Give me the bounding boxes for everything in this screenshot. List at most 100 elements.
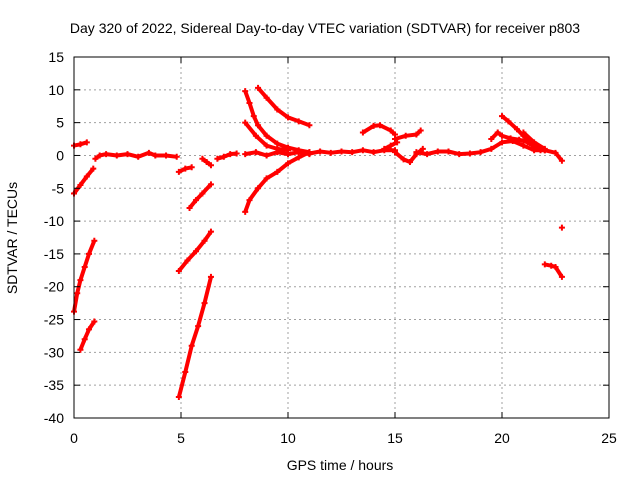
data-point bbox=[387, 127, 394, 134]
y-tick-label: -10 bbox=[44, 213, 64, 229]
y-tick-label: 10 bbox=[48, 82, 64, 98]
data-point bbox=[317, 148, 324, 155]
data-point bbox=[227, 151, 234, 158]
data-point bbox=[192, 248, 199, 255]
data-point bbox=[103, 151, 110, 158]
data-point bbox=[488, 145, 495, 152]
data-point bbox=[186, 204, 193, 211]
data-point bbox=[85, 250, 92, 257]
data-point bbox=[513, 126, 520, 133]
y-tick-labels: -40 -35 -30 -25 -20 -15 -10 -5 0 5 10 15 bbox=[44, 49, 64, 426]
data-point bbox=[434, 148, 441, 155]
data-trace bbox=[72, 240, 97, 313]
data-point bbox=[182, 165, 189, 172]
x-tick-label: 20 bbox=[494, 430, 510, 446]
data-point bbox=[242, 208, 249, 215]
y-axis-label: SDTVAR / TECUs bbox=[4, 182, 20, 294]
data-point bbox=[263, 175, 270, 182]
series-trace-19 bbox=[392, 127, 424, 143]
data-point bbox=[558, 273, 565, 280]
data-point bbox=[392, 136, 398, 143]
data-point bbox=[417, 127, 424, 134]
data-point bbox=[558, 224, 565, 231]
data-point bbox=[83, 173, 90, 180]
data-trace bbox=[243, 150, 311, 213]
data-point bbox=[381, 145, 388, 152]
data-point bbox=[406, 159, 413, 166]
x-axis-label: GPS time / hours bbox=[287, 457, 394, 473]
y-tick-label: -20 bbox=[44, 279, 64, 295]
data-point bbox=[263, 132, 270, 139]
series-trace-27 bbox=[558, 224, 565, 231]
data-trace bbox=[72, 167, 95, 195]
data-point bbox=[135, 153, 142, 160]
data-point bbox=[92, 155, 99, 162]
data-point bbox=[419, 145, 426, 152]
data-point bbox=[445, 148, 452, 155]
y-tick-label: -40 bbox=[44, 410, 64, 426]
data-point bbox=[263, 152, 270, 159]
data-point bbox=[466, 150, 473, 157]
series-trace-3 bbox=[71, 237, 98, 315]
data-point bbox=[207, 181, 214, 188]
data-point bbox=[377, 122, 384, 129]
data-point bbox=[255, 122, 262, 129]
data-point bbox=[558, 157, 565, 164]
series-trace-2 bbox=[71, 165, 97, 197]
y-tick-label: 15 bbox=[48, 49, 64, 65]
data-trace bbox=[256, 86, 311, 128]
data-point bbox=[242, 119, 249, 126]
data-point bbox=[541, 145, 548, 152]
data-point bbox=[91, 318, 98, 325]
data-point bbox=[184, 257, 191, 264]
x-tick-label: 10 bbox=[280, 430, 296, 446]
data-point bbox=[201, 237, 208, 244]
data-point bbox=[175, 267, 182, 274]
data-point bbox=[394, 139, 401, 146]
series-trace-10 bbox=[199, 155, 214, 169]
data-point bbox=[520, 142, 527, 149]
x-tick-label: 5 bbox=[177, 430, 185, 446]
series-trace-20 bbox=[381, 139, 401, 152]
series-trace-6 bbox=[175, 273, 214, 400]
y-tick-label: 0 bbox=[56, 147, 64, 163]
series-trace-9 bbox=[175, 164, 195, 175]
data-point bbox=[520, 129, 527, 136]
data-point bbox=[77, 181, 84, 188]
data-point bbox=[477, 149, 484, 156]
data-point bbox=[552, 264, 559, 271]
data-point bbox=[274, 168, 281, 175]
data-point bbox=[274, 140, 281, 147]
data-point bbox=[295, 147, 302, 154]
series-trace-18 bbox=[359, 122, 398, 138]
data-point bbox=[145, 149, 152, 156]
data-point bbox=[285, 147, 291, 154]
series-trace-25 bbox=[520, 129, 548, 152]
data-point bbox=[263, 94, 270, 101]
x-tick-labels: 0 5 10 15 20 25 bbox=[70, 430, 617, 446]
series-trace-16 bbox=[255, 84, 313, 129]
data-point bbox=[370, 149, 377, 156]
data-point bbox=[387, 142, 394, 149]
data-point bbox=[494, 129, 501, 136]
data-point bbox=[488, 136, 495, 143]
data-point bbox=[203, 159, 210, 166]
data-point bbox=[74, 290, 81, 297]
data-point bbox=[306, 150, 313, 157]
data-point bbox=[338, 148, 345, 155]
y-tick-label: -30 bbox=[44, 344, 64, 360]
data-point bbox=[255, 84, 262, 91]
data-point bbox=[81, 336, 88, 343]
data-point bbox=[188, 164, 195, 171]
data-point bbox=[252, 149, 259, 156]
data-point bbox=[242, 88, 249, 95]
data-point bbox=[246, 197, 253, 204]
data-point bbox=[263, 142, 270, 149]
data-point bbox=[359, 147, 366, 154]
data-point bbox=[124, 151, 131, 158]
y-tick-label: 5 bbox=[56, 115, 64, 131]
series-trace-7 bbox=[175, 228, 214, 274]
x-tick-label: 15 bbox=[387, 430, 403, 446]
data-point bbox=[175, 393, 182, 400]
data-point bbox=[173, 153, 180, 160]
